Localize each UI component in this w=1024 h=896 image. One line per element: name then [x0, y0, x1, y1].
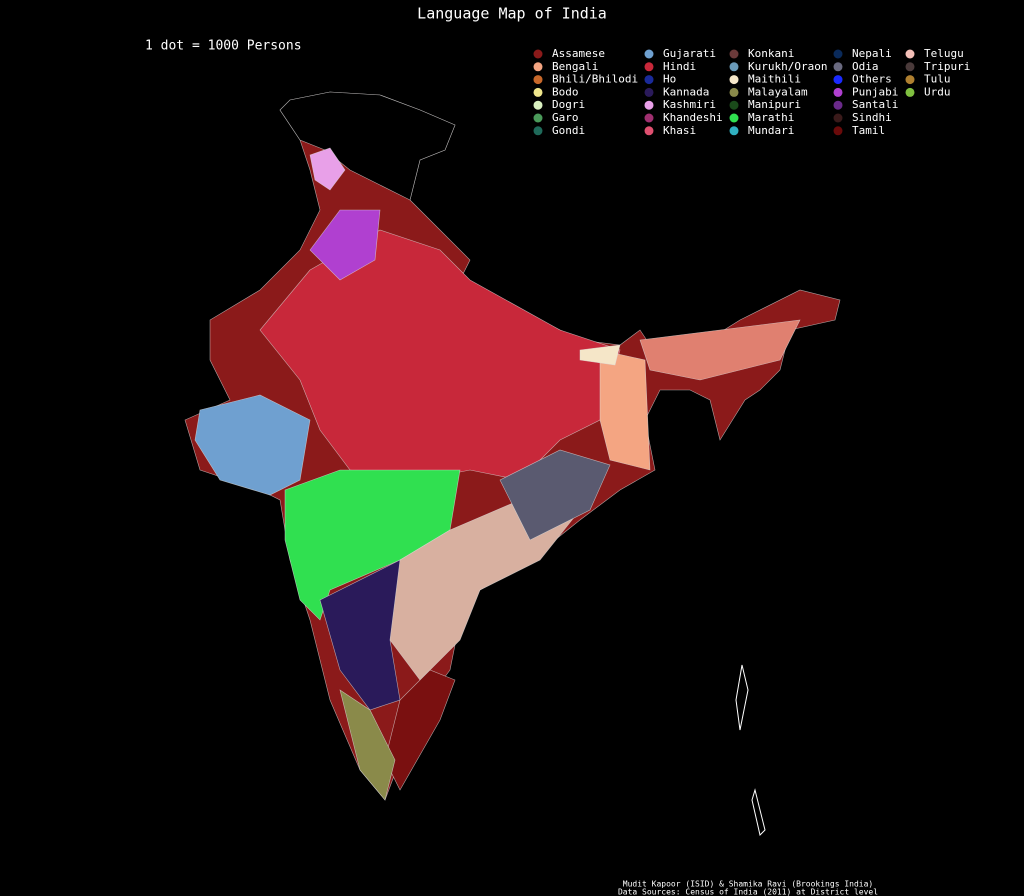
legend-swatch [833, 49, 843, 59]
legend-swatch [644, 100, 654, 110]
legend-swatch [833, 126, 843, 136]
legend-label: Marathi [748, 111, 794, 124]
legend-label: Tripuri [924, 60, 970, 73]
legend: AssameseBengaliBhili/BhilodiBodoDogriGar… [533, 47, 970, 137]
legend-swatch [833, 100, 843, 110]
legend-label: Khandeshi [663, 111, 723, 124]
legend-label: Hindi [663, 60, 696, 73]
legend-swatch [533, 62, 543, 72]
legend-label: Kashmiri [663, 98, 716, 111]
legend-label: Others [852, 73, 892, 86]
legend-swatch [644, 87, 654, 97]
kashmir-region [279, 91, 456, 201]
legend-label: Mundari [748, 124, 794, 137]
legend-label: Dogri [552, 98, 585, 111]
legend-label: Kannada [663, 85, 709, 98]
kashmiri-region [309, 147, 346, 191]
legend-swatch [905, 49, 915, 59]
odia-region [499, 449, 611, 541]
gujarati-region [194, 394, 311, 496]
legend-label: Bhili/Bhilodi [552, 73, 638, 86]
legend-swatch [729, 62, 739, 72]
legend-swatch [833, 75, 843, 85]
legend-swatch [533, 87, 543, 97]
legend-label: Manipuri [748, 98, 801, 111]
legend-label: Tamil [852, 124, 885, 137]
maithili-region [579, 344, 621, 366]
legend-swatch [644, 113, 654, 123]
legend-label: Tulu [924, 73, 951, 86]
punjabi-region [309, 209, 381, 281]
malayalam-region [339, 689, 396, 801]
legend-swatch [533, 49, 543, 59]
legend-label: Punjabi [852, 85, 898, 98]
legend-label: Assamese [552, 47, 605, 60]
legend-label: Nepali [852, 47, 892, 60]
legend-swatch [533, 113, 543, 123]
legend-swatch [729, 100, 739, 110]
legend-swatch [833, 113, 843, 123]
island-outline [751, 788, 766, 836]
legend-label: Bengali [552, 60, 598, 73]
legend-label: Telugu [924, 47, 964, 60]
legend-label: Santali [852, 98, 898, 111]
legend-swatch [644, 62, 654, 72]
legend-label: Gujarati [663, 47, 716, 60]
legend-swatch [729, 75, 739, 85]
legend-label: Sindhi [852, 111, 892, 124]
legend-swatch [533, 75, 543, 85]
legend-label: Maithili [748, 73, 801, 86]
marathi-region [284, 469, 461, 621]
legend-swatch [905, 75, 915, 85]
legend-label: Urdu [924, 85, 951, 98]
northeast-region [639, 319, 801, 381]
legend-swatch [533, 126, 543, 136]
legend-swatch [833, 62, 843, 72]
bengali-region [599, 349, 651, 471]
legend-label: Odia [852, 60, 879, 73]
legend-swatch [644, 126, 654, 136]
legend-label: Kurukh/Oraon [748, 60, 827, 73]
india-map [184, 91, 841, 836]
credit: Data Sources: Census of India (2011) at … [618, 888, 878, 896]
legend-label: Khasi [663, 124, 696, 137]
legend-swatch [729, 113, 739, 123]
legend-swatch [644, 75, 654, 85]
legend-label: Ho [663, 73, 676, 86]
legend-label: Garo [552, 111, 579, 124]
legend-swatch [533, 100, 543, 110]
legend-label: Konkani [748, 47, 794, 60]
legend-swatch [905, 62, 915, 72]
legend-label: Malayalam [748, 85, 808, 98]
legend-swatch [644, 49, 654, 59]
legend-swatch [729, 87, 739, 97]
legend-swatch [729, 126, 739, 136]
subtitle: 1 dot = 1000 Persons [145, 39, 302, 54]
legend-label: Bodo [552, 85, 579, 98]
credit: Mudit Kapoor (ISID) & Shamika Ravi (Broo… [623, 880, 873, 889]
map-title: Language Map of India [417, 5, 607, 23]
legend-label: Gondi [552, 124, 585, 137]
legend-swatch [833, 87, 843, 97]
island-outline [735, 664, 749, 731]
legend-swatch [729, 49, 739, 59]
legend-swatch [905, 87, 915, 97]
